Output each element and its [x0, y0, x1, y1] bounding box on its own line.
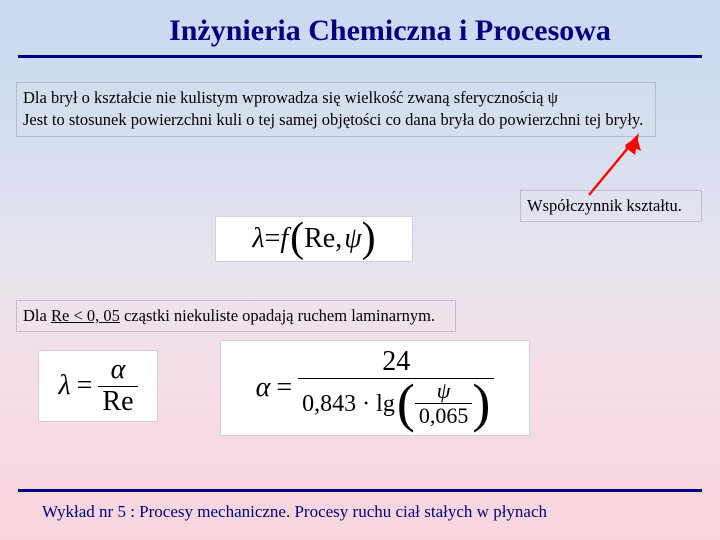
- shape-coefficient-label: Współczynnik kształtu.: [520, 190, 702, 222]
- arrow-annotation: [581, 127, 649, 199]
- eq3-inner-den: 0,065: [415, 404, 473, 428]
- title-underline: [18, 55, 702, 58]
- eq1-close-paren: ): [362, 222, 376, 256]
- reynolds-condition-text: Dla Re < 0, 05 cząstki niekuliste opadaj…: [16, 300, 456, 332]
- psi-symbol: ψ: [548, 88, 558, 107]
- eq1-arg-psi: ψ: [344, 223, 361, 255]
- equation-alpha: α = 24 0,843 · lg ( ψ 0,065 ): [220, 340, 530, 436]
- eq1-open-paren: (: [290, 222, 304, 256]
- eq3-equals: =: [276, 372, 292, 404]
- intro-line2: Jest to stosunek powierzchni kuli o tej …: [23, 110, 643, 129]
- re-underlined: Re < 0, 05: [51, 306, 120, 325]
- page-title: Inżynieria Chemiczna i Procesowa: [18, 14, 702, 55]
- eq1-comma: ,: [335, 223, 342, 255]
- eq1-arg-re: Re: [304, 223, 335, 255]
- footer-underline: [18, 489, 702, 492]
- eq1-equals: =: [265, 223, 281, 255]
- eq3-lhs: α: [256, 372, 271, 404]
- equation-lambda-alpha-re: λ = α Re: [38, 350, 158, 422]
- equation-lambda-f: λ = f ( Re , ψ ): [215, 216, 413, 262]
- intro-text-box: Dla brył o kształcie nie kulistym wprowa…: [16, 82, 656, 137]
- eq2-equals: =: [77, 370, 93, 402]
- eq3-inner-num: ψ: [433, 379, 455, 403]
- eq1-lhs: λ: [252, 223, 264, 255]
- re-pre: Dla: [23, 306, 51, 325]
- eq2-lhs: λ: [58, 370, 70, 402]
- eq2-denominator: Re: [98, 387, 137, 418]
- eq3-open-paren: (: [397, 382, 415, 425]
- intro-line1: Dla brył o kształcie nie kulistym wprowa…: [23, 88, 548, 107]
- eq2-numerator: α: [107, 355, 130, 386]
- footer-text: Wykład nr 5 : Procesy mechaniczne. Proce…: [42, 502, 547, 522]
- eq1-f: f: [280, 223, 288, 255]
- eq3-den-coeff: 0,843 · lg: [302, 391, 395, 417]
- re-post: cząstki niekuliste opadają ruchem lamina…: [120, 306, 435, 325]
- eq3-close-paren: ): [472, 382, 490, 425]
